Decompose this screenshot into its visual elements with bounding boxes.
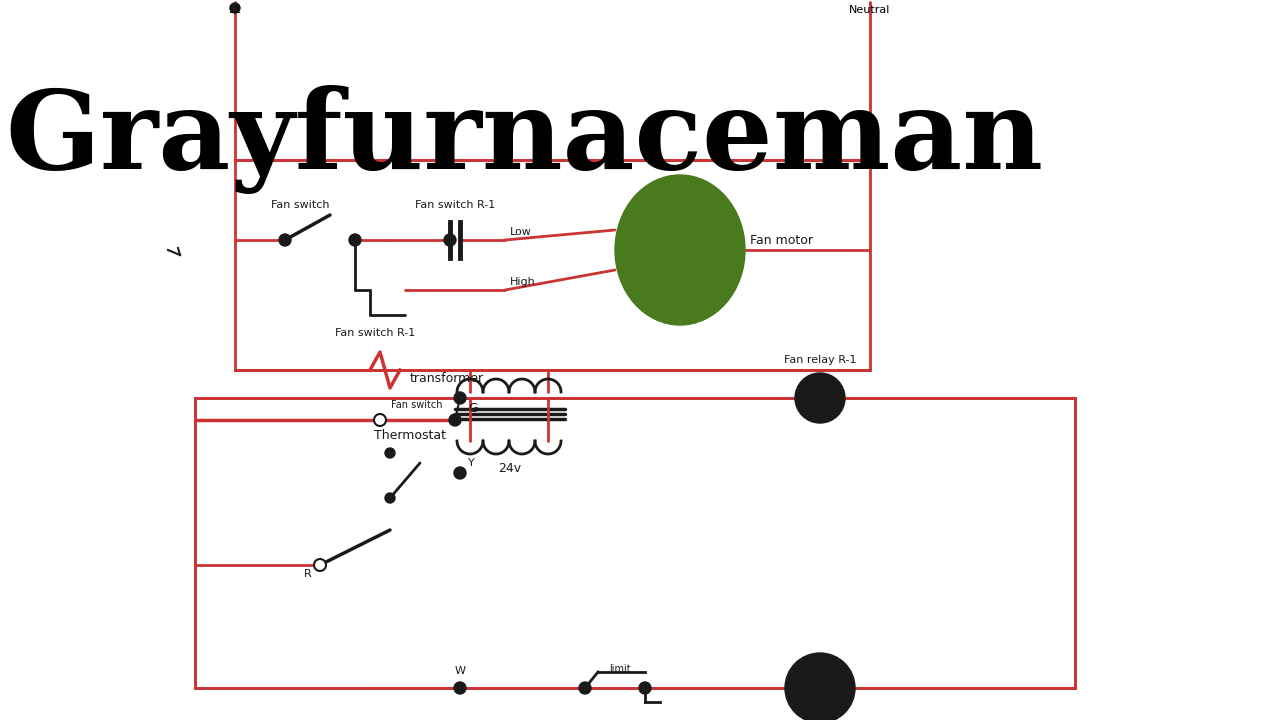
Circle shape: [279, 234, 291, 246]
Text: R: R: [305, 569, 312, 579]
Circle shape: [454, 467, 466, 479]
Ellipse shape: [614, 175, 745, 325]
Circle shape: [349, 234, 361, 246]
Text: W: W: [454, 666, 466, 676]
Circle shape: [314, 559, 326, 571]
Text: High: High: [509, 277, 536, 287]
Text: Neutral: Neutral: [850, 5, 891, 15]
Text: Fan switch: Fan switch: [392, 400, 443, 410]
Text: Fan switch R-1: Fan switch R-1: [335, 328, 415, 338]
Circle shape: [795, 373, 845, 423]
Text: L1: L1: [228, 5, 242, 15]
Text: G: G: [468, 402, 477, 415]
Circle shape: [385, 448, 396, 458]
Text: Y: Y: [468, 458, 475, 468]
Circle shape: [449, 414, 461, 426]
Circle shape: [230, 3, 241, 13]
Circle shape: [454, 682, 466, 694]
Circle shape: [444, 234, 456, 246]
Text: 24v: 24v: [498, 462, 521, 475]
Text: Fan switch: Fan switch: [271, 200, 329, 210]
Text: Low: Low: [509, 227, 532, 237]
Circle shape: [374, 414, 387, 426]
Text: limit: limit: [609, 664, 631, 674]
Text: Fan relay R-1: Fan relay R-1: [783, 355, 856, 365]
Text: Thermostat: Thermostat: [374, 429, 445, 442]
Text: Fan motor: Fan motor: [750, 233, 813, 246]
Circle shape: [454, 392, 466, 404]
Text: Grayfurnaceman: Grayfurnaceman: [5, 85, 1043, 194]
Bar: [195, 398, 1075, 688]
Text: Fan switch R-1: Fan switch R-1: [415, 200, 495, 210]
Circle shape: [785, 653, 855, 720]
Circle shape: [579, 682, 591, 694]
Text: transformer: transformer: [410, 372, 484, 384]
Bar: [236, 160, 870, 370]
Circle shape: [639, 682, 652, 694]
Circle shape: [385, 493, 396, 503]
